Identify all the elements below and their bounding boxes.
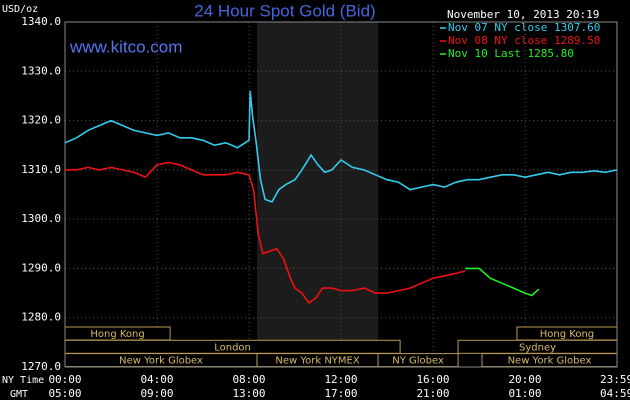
chart-title: 24 Hour Spot Gold (Bid) [194,1,375,20]
session-label: Hong Kong [90,329,144,340]
session-label: New York NYMEX [275,356,360,367]
x2-tick-label: 13:00 [232,387,265,400]
y-tick-label: 1310.0 [21,163,61,176]
session-label: London [214,342,251,353]
y-tick-label: 1270.0 [21,360,61,373]
x2-tick-label: 17:00 [324,387,357,400]
session-shade [257,22,379,367]
session-label: NY Globex [392,356,444,367]
x-tick-label: 23:59 [600,373,630,386]
x-tick-label: 00:00 [48,373,81,386]
plot-frame [64,21,618,368]
x2-axis-label: GMT [10,389,28,400]
y-tick-label: 1290.0 [21,261,61,274]
x-tick-label: 12:00 [324,373,357,386]
price-line [65,161,466,305]
watermark: www.kitco.com [69,37,182,56]
x-tick-label: 20:00 [508,373,541,386]
x2-tick-label: 09:00 [140,387,173,400]
y-tick-label: 1340.0 [21,15,61,28]
legend-label: Nov 08 NY close 1289.50 [448,34,600,47]
y-tick-label: 1320.0 [21,114,61,127]
y-tick-label: 1280.0 [21,311,61,324]
x2-tick-label: 21:00 [416,387,449,400]
price-line [64,90,618,203]
x-axis-label: NY Time [2,375,44,386]
y-tick-label: 1300.0 [21,212,61,225]
y-tick-label: 1330.0 [21,64,61,77]
legend-label: Nov 10 Last 1285.80 [448,47,574,60]
legend-label: Nov 07 NY close 1307.60 [448,21,600,34]
x2-tick-label: 04:59 [600,387,630,400]
x-tick-label: 04:00 [140,373,173,386]
x2-tick-label: 05:00 [48,387,81,400]
session-label: Sydney [519,342,556,353]
x2-tick-label: 01:00 [508,387,541,400]
y-axis-label: USD/oz [2,4,38,15]
timestamp: November 10, 2013 20:19 [447,8,599,21]
price-line [465,267,540,297]
x-tick-label: 08:00 [232,373,265,386]
x-tick-label: 16:00 [416,373,449,386]
session-label: New York Globex [508,356,592,367]
session-label: Hong Kong [540,329,594,340]
session-label: New York Globex [119,356,203,367]
